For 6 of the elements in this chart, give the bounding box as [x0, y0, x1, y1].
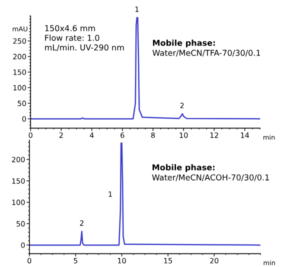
annotation: Water/MeCN/ACOH-70/30/0.1	[152, 174, 269, 182]
line-series	[30, 16, 260, 120]
annotation: 150x4.6 mm Flow rate: 1.0 mL/min. UV-290 nm	[45, 25, 124, 52]
annotation: Water/MeCN/TFA-70/30/0.1	[152, 50, 260, 57]
annotation: Mobile phase:	[152, 40, 215, 48]
annotation: Mobile phase:	[152, 164, 214, 172]
